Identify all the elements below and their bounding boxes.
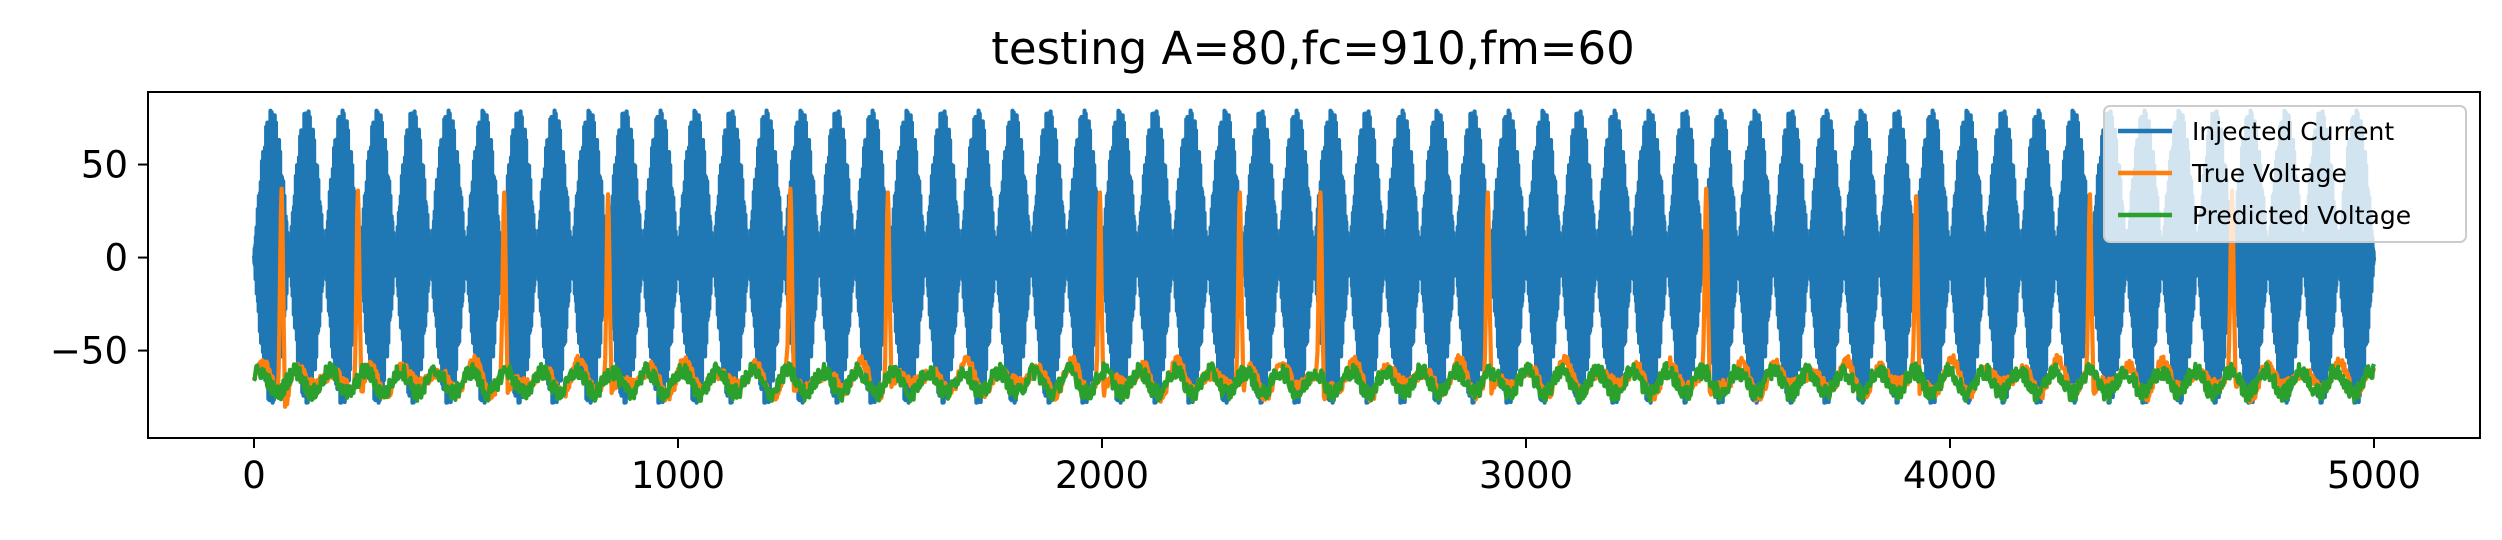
legend: Injected Current True Voltage Predicted Vo… [2103,105,2467,243]
legend-box [2103,105,2467,243]
chart-title: testing A=80,fc=910,fm=60 [991,22,1635,75]
x-tick-label: 2000 [1055,454,1149,497]
y-tick-label: −50 [50,330,128,373]
x-tick-label: 1000 [631,454,725,497]
legend-label: Injected Current [2192,117,2394,146]
legend-label: Predicted Voltage [2192,201,2411,230]
plot-frame [147,91,2481,439]
x-tick-label: 3000 [1479,454,1573,497]
x-tick-label: 5000 [2327,454,2421,497]
x-tick-label: 0 [242,454,266,497]
y-tick-label: 50 [81,144,128,187]
series-predicted-voltage [252,361,2376,403]
ticks-layer: 0 1000 2000 3000 4000 5000 50 0 −50 [50,144,2421,497]
x-tick-label: 4000 [1903,454,1997,497]
legend-label: True Voltage [2191,159,2347,188]
series-layer [251,108,2377,409]
y-tick-label: 0 [104,237,128,280]
